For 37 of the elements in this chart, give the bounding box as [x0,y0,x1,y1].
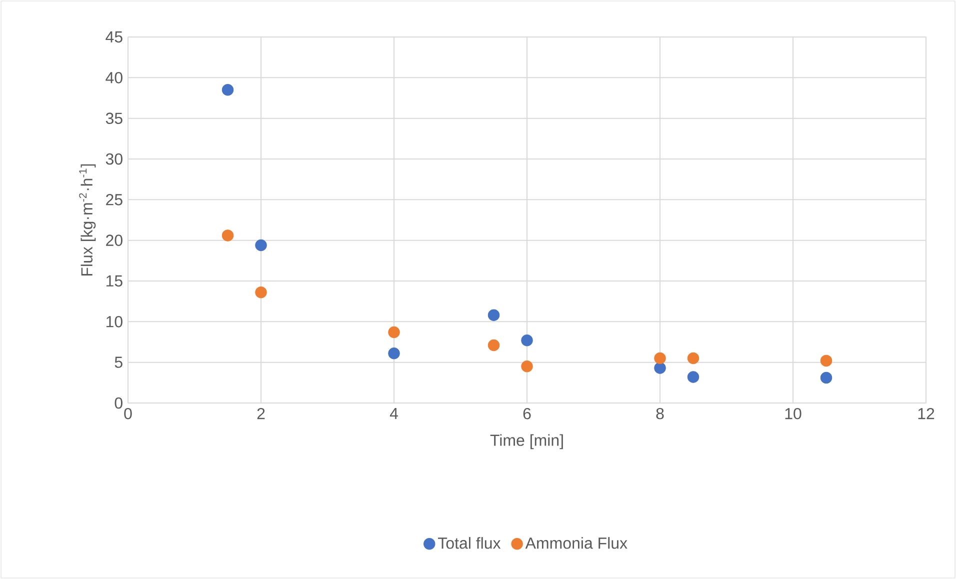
point [488,339,500,352]
y-tick-label: 25 [106,194,122,206]
x-tick-label: 6 [523,408,531,420]
point [820,354,832,367]
y-tick-label: 10 [106,316,122,328]
y-tick-label: 15 [106,275,122,287]
point [388,348,400,360]
point [687,371,700,383]
x-tick-label: 8 [656,408,664,420]
point [255,239,267,252]
point [488,309,500,322]
legend-label: Ammonia Flux [525,537,628,549]
point [521,334,533,346]
y-tick-label: 40 [106,72,122,84]
x-tick-label: 2 [257,408,265,420]
point [521,360,533,372]
point [820,372,832,384]
legend-label: Total flux [438,537,501,549]
y-tick-label: 30 [106,153,122,165]
x-tick-label: 0 [124,408,132,420]
point [222,84,234,96]
x-tick-label: 10 [785,408,802,420]
y-axis-title: Flux [kg·m$^{-2}$·h$^{-1}$] [79,164,96,276]
y-tick-label: 5 [114,356,122,368]
point [687,352,700,364]
x-tick-label: 4 [390,408,398,419]
y-tick-label: 45 [106,31,122,43]
x-axis-title: Time [min] [490,434,563,450]
point [388,326,400,338]
point [222,230,234,242]
point [654,352,666,364]
y-tick-label: 35 [106,112,122,124]
y-tick-label: 20 [106,234,122,246]
x-tick-label: 12 [918,408,934,420]
point [255,286,267,298]
y-tick-label: 0 [114,397,122,409]
point [654,362,666,374]
